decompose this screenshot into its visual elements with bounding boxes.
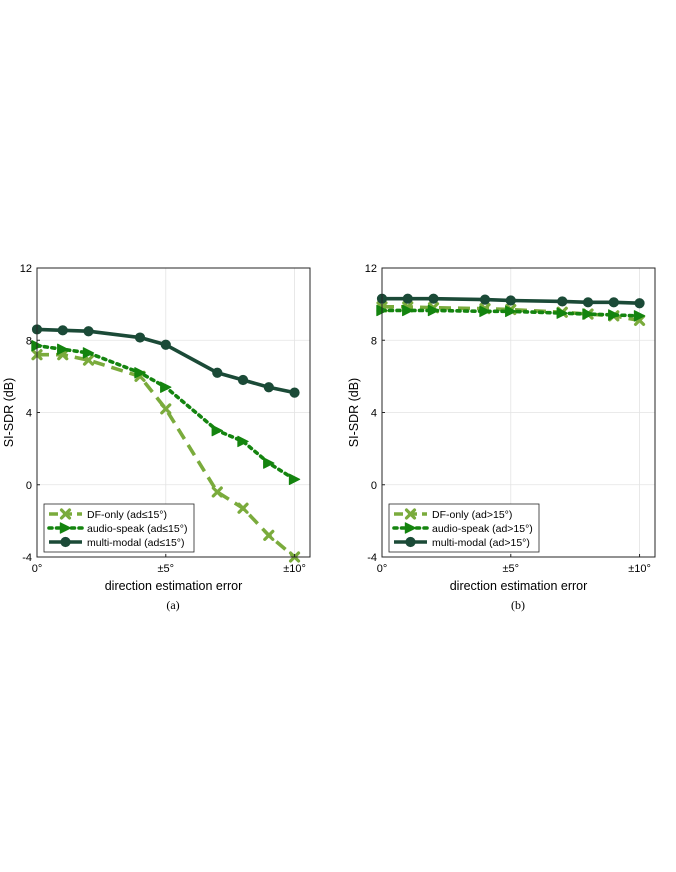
data-point [582, 308, 594, 320]
data-point [505, 295, 516, 306]
legend-entry: audio-speak (ad≤15°) [87, 523, 187, 535]
legend-entry: audio-speak (ad>15°) [432, 523, 533, 535]
data-point [160, 381, 172, 393]
y-tick-label: 8 [26, 335, 32, 347]
legend-marker [59, 508, 72, 520]
y-axis-label: SI-SDR (dB) [347, 378, 361, 447]
legend-marker [59, 522, 72, 534]
legend-entry: multi-modal (ad>15°) [432, 537, 530, 549]
data-point [288, 473, 301, 486]
series-2 [31, 324, 300, 398]
data-point [134, 367, 146, 379]
x-tick-label: 0° [377, 563, 388, 575]
x-axis-label: direction estimation error [105, 579, 243, 593]
data-point [582, 297, 594, 308]
data-point [211, 486, 223, 498]
chart-panel-1: 0° ±5° ±10° -4 0 4 8 12 direction estimation err… [347, 263, 656, 612]
legend-entry: DF-only (ad>15°) [432, 509, 512, 521]
chart-panel-0: 0° ±5° ±10° -4 0 4 8 12 direction estimation err… [2, 263, 311, 612]
data-point [289, 387, 300, 398]
panel-caption: (b) [511, 598, 525, 612]
y-tick-label: 0 [371, 480, 377, 492]
data-point [479, 294, 491, 305]
y-tick-label: 4 [26, 408, 32, 420]
data-point [57, 343, 69, 355]
data-point [556, 307, 568, 319]
data-point [402, 304, 414, 317]
data-point [428, 293, 439, 304]
x-tick-label: ±10° [283, 563, 306, 575]
data-point [237, 435, 249, 448]
x-tick-label: ±5° [502, 563, 519, 575]
legend-entry: DF-only (ad≤15°) [87, 509, 167, 521]
data-point [427, 304, 440, 317]
data-point [479, 305, 491, 318]
data-point [633, 310, 646, 322]
legend-marker [404, 522, 417, 534]
legend-marker [405, 536, 416, 548]
legend-entry: multi-modal (ad≤15°) [87, 537, 185, 549]
data-point [557, 296, 568, 307]
x-tick-label: 0° [32, 563, 43, 575]
data-point [634, 298, 645, 309]
series-2 [376, 293, 645, 309]
data-point [608, 309, 620, 321]
data-point [57, 325, 68, 336]
data-point [608, 297, 619, 308]
y-axis-label: SI-SDR (dB) [2, 378, 16, 447]
y-tick-label: 8 [371, 335, 377, 347]
y-tick-label: 12 [365, 263, 377, 275]
x-tick-label: ±5° [157, 563, 174, 575]
legend-marker [60, 536, 71, 548]
legend-marker [404, 508, 417, 520]
legend: DF-only (ad>15°) audio-speak (ad>15°) mult… [388, 503, 540, 553]
data-point [237, 374, 249, 386]
data-point [82, 354, 95, 366]
data-point [263, 457, 275, 469]
data-point [263, 529, 275, 541]
data-point [134, 332, 146, 343]
data-point [160, 339, 171, 350]
data-point [82, 347, 95, 359]
x-axis-label: direction estimation error [450, 579, 588, 593]
legend: DF-only (ad≤15°) audio-speak (ad≤15°) mult… [43, 503, 195, 553]
data-point [237, 502, 249, 514]
y-tick-label: -4 [22, 552, 32, 564]
y-tick-label: 0 [26, 480, 32, 492]
data-point [160, 403, 172, 415]
y-tick-label: 4 [371, 408, 377, 420]
series-1 [376, 304, 646, 322]
y-tick-label: 12 [20, 263, 32, 275]
y-tick-label: -4 [367, 552, 377, 564]
panel-caption: (a) [166, 598, 179, 612]
data-point [505, 305, 517, 318]
data-point [263, 382, 274, 393]
data-point [212, 367, 223, 378]
data-point [402, 293, 413, 304]
series-1 [31, 339, 301, 486]
x-tick-label: ±10° [628, 563, 651, 575]
data-point [211, 424, 223, 437]
data-point [83, 326, 94, 337]
